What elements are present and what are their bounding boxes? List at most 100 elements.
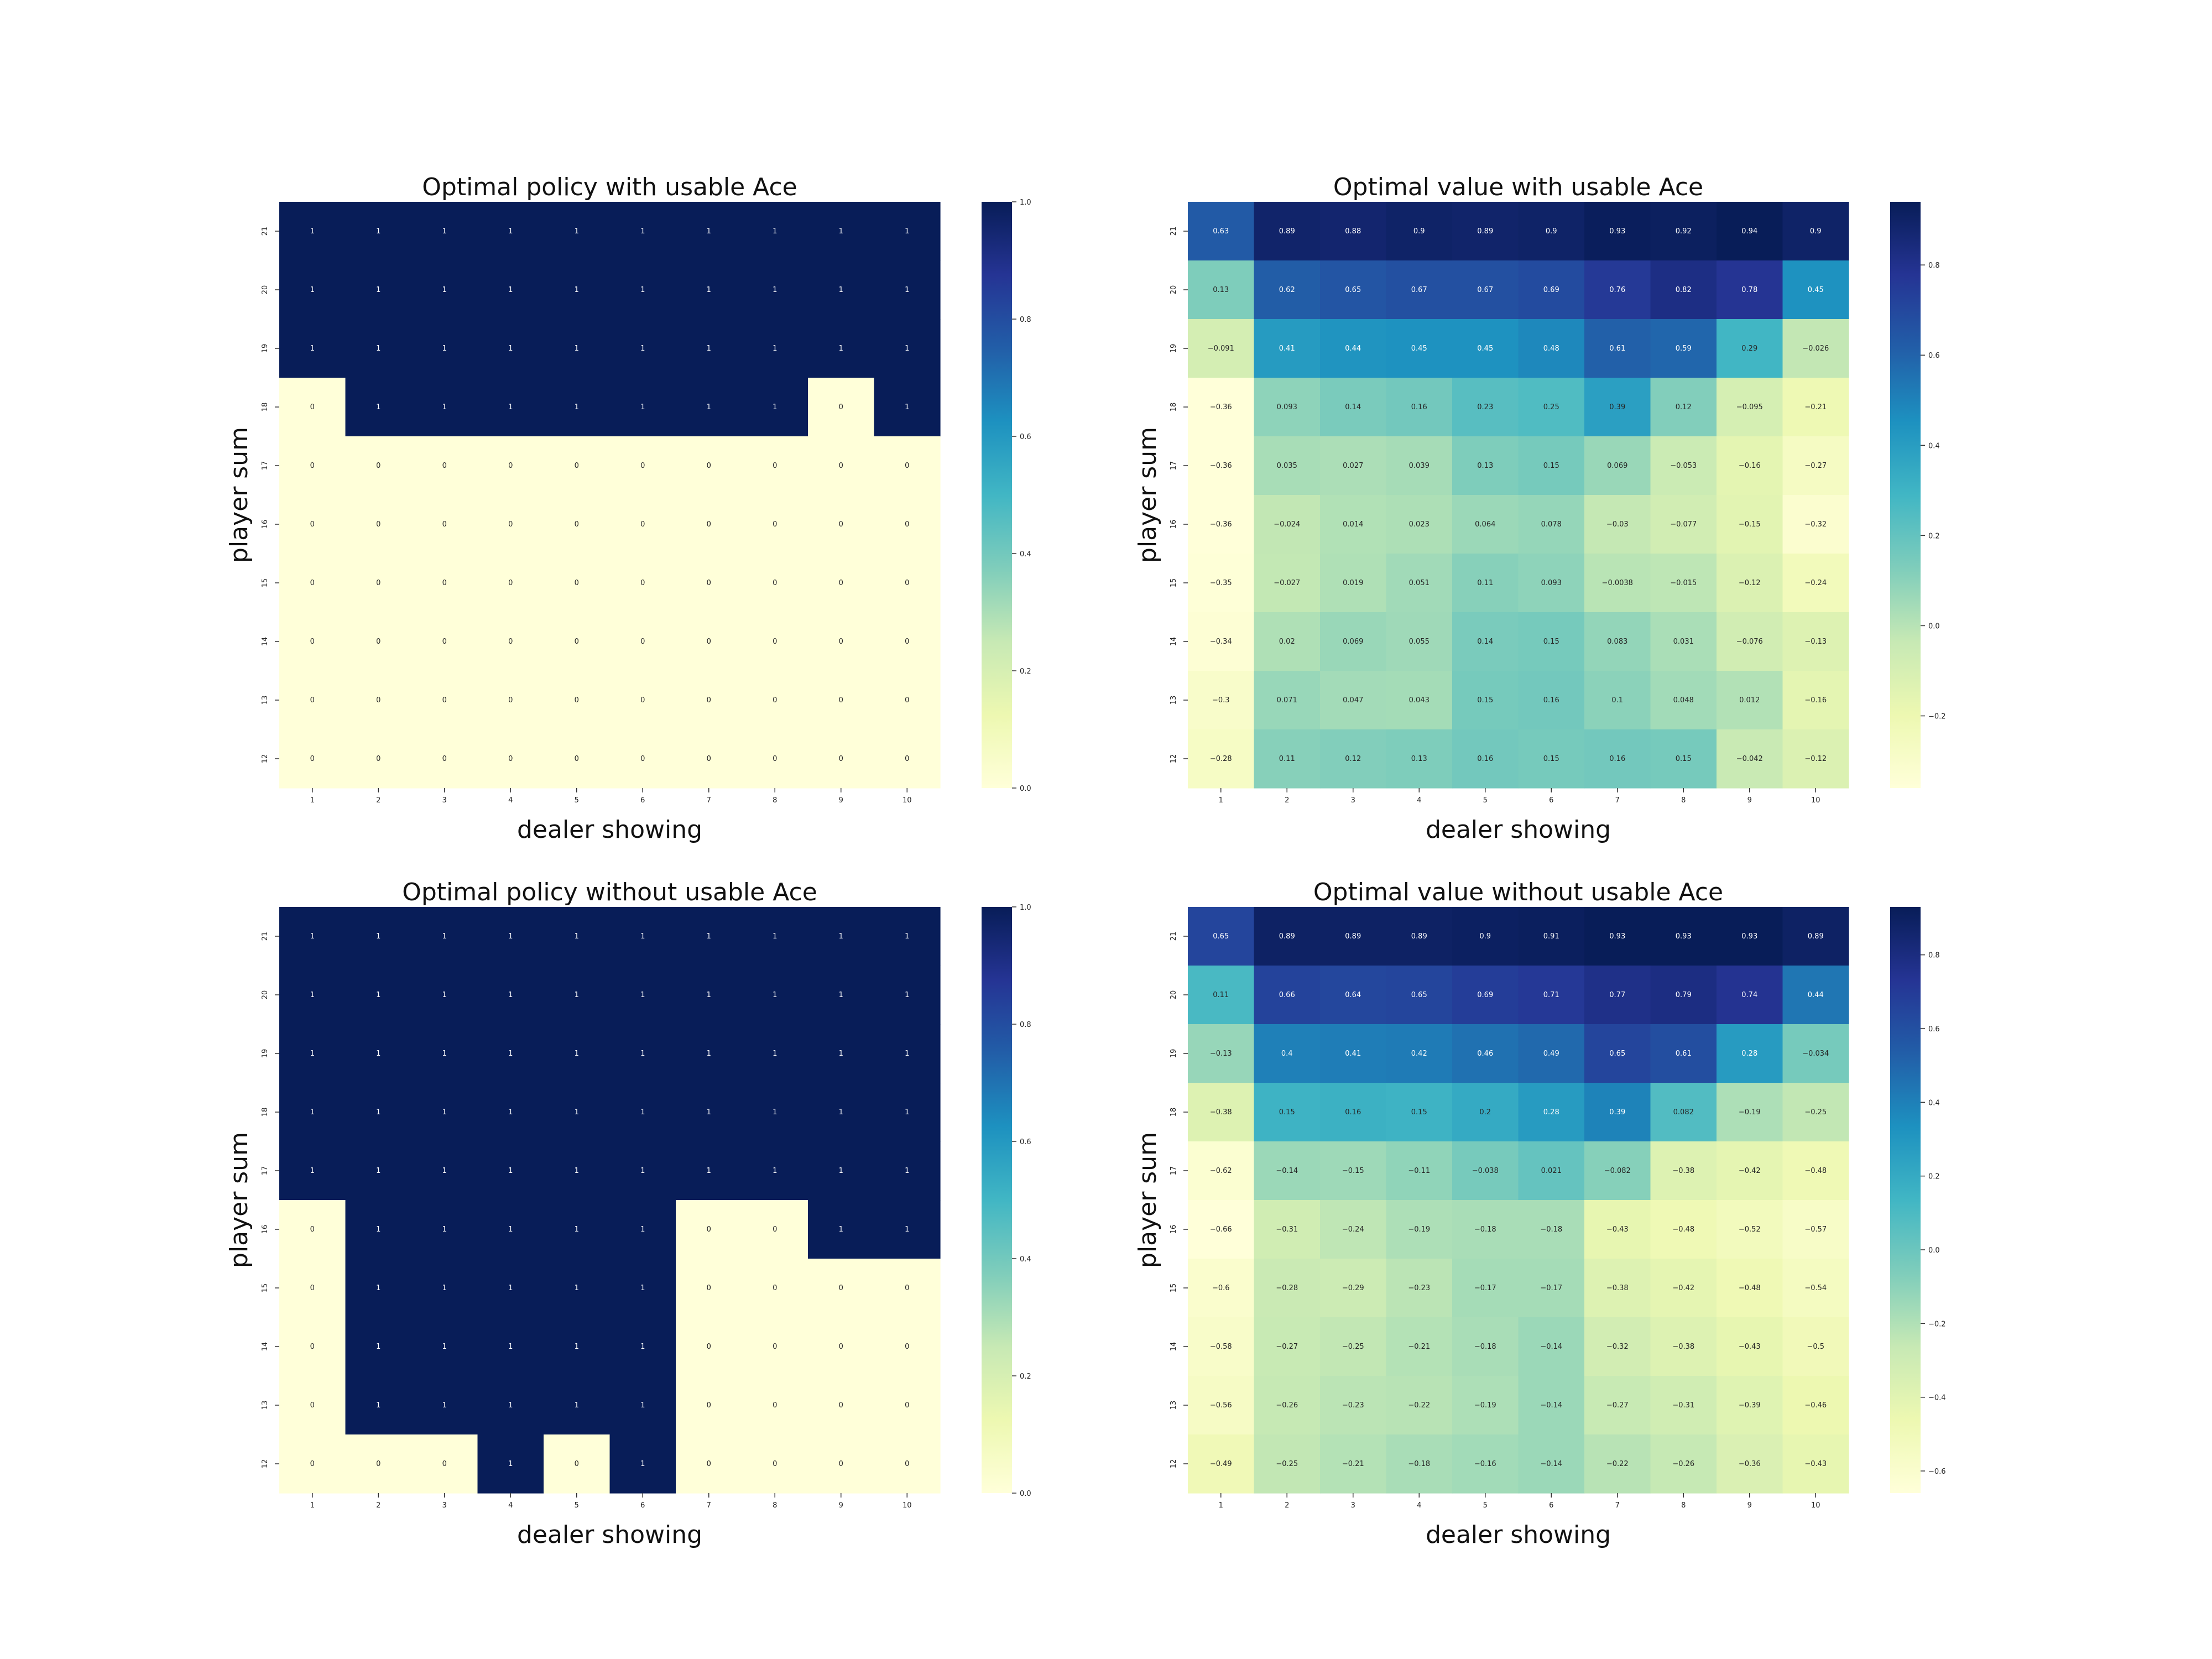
cell-value-label: −0.076 bbox=[1736, 638, 1763, 646]
cell-value-label: 0.46 bbox=[1477, 1050, 1493, 1058]
heatmap-cell bbox=[1452, 1259, 1519, 1318]
cell-value-label: −0.19 bbox=[1739, 1108, 1761, 1117]
y-tick-label: 15 bbox=[1170, 1284, 1178, 1293]
heatmap-cell bbox=[1717, 1317, 1783, 1376]
cell-value-label: 0 bbox=[640, 462, 645, 470]
cell-value-label: 0.15 bbox=[1543, 638, 1559, 646]
heatmap-cell bbox=[1254, 671, 1321, 730]
heatmap-cell bbox=[1452, 378, 1519, 437]
heatmap-cell bbox=[544, 966, 611, 1025]
heatmap-cell bbox=[411, 1434, 478, 1494]
cell-value-label: 0.62 bbox=[1279, 286, 1295, 294]
cell-value-label: 0 bbox=[442, 755, 447, 763]
heatmap-cell bbox=[609, 554, 676, 613]
cell-value-label: −0.13 bbox=[1804, 638, 1827, 646]
y-tick-label: 20 bbox=[1170, 990, 1178, 1000]
y-tick-label: 12 bbox=[261, 1459, 269, 1469]
heatmap-cell bbox=[1518, 612, 1585, 671]
cell-value-label: 1 bbox=[905, 932, 909, 941]
cell-value-label: 1 bbox=[773, 991, 777, 999]
heatmap-cell bbox=[1518, 554, 1585, 613]
heatmap-cell bbox=[1650, 1317, 1717, 1376]
x-tick-label: 9 bbox=[1747, 796, 1752, 805]
cell-value-label: 1 bbox=[707, 403, 711, 411]
heatmap-cell bbox=[279, 966, 346, 1025]
cell-value-label: 0.39 bbox=[1609, 403, 1625, 411]
cell-value-label: 1 bbox=[442, 345, 447, 353]
heatmap-cell bbox=[1584, 495, 1651, 554]
cell-value-label: −0.25 bbox=[1804, 1108, 1827, 1117]
cell-value-label: −0.43 bbox=[1606, 1225, 1629, 1234]
cell-value-label: 0.069 bbox=[1343, 638, 1363, 646]
heatmap-cell bbox=[742, 554, 808, 613]
heatmap-cell bbox=[1254, 260, 1321, 320]
cell-value-label: −0.17 bbox=[1474, 1284, 1496, 1292]
heatmap-cell bbox=[1782, 671, 1849, 730]
cell-value-label: −0.23 bbox=[1342, 1401, 1364, 1410]
heatmap-cell bbox=[609, 1083, 676, 1142]
heatmap-cell bbox=[1782, 260, 1849, 320]
x-tick-label: 4 bbox=[508, 1501, 513, 1510]
heatmap-cell bbox=[279, 1083, 346, 1142]
heatmap-cell bbox=[1452, 966, 1519, 1025]
cell-value-label: 0.15 bbox=[1411, 1108, 1427, 1117]
cell-value-label: −0.32 bbox=[1804, 520, 1827, 529]
heatmap-cell bbox=[609, 966, 676, 1025]
heatmap-cell bbox=[1386, 260, 1453, 320]
y-tick-label: 18 bbox=[1170, 403, 1178, 412]
cell-value-label: 0 bbox=[508, 638, 513, 646]
cell-value-label: 0.048 bbox=[1673, 696, 1694, 705]
cell-value-label: −0.27 bbox=[1804, 462, 1827, 470]
cell-value-label: −0.22 bbox=[1606, 1460, 1629, 1468]
cell-value-label: 0 bbox=[376, 579, 380, 587]
colorbar-tick-label: −0.2 bbox=[1928, 713, 1946, 721]
cell-value-label: 0.89 bbox=[1808, 932, 1824, 941]
heatmap-cell bbox=[1254, 1083, 1321, 1142]
cell-value-label: 1 bbox=[905, 403, 909, 411]
cell-value-label: 1 bbox=[640, 932, 645, 941]
heatmap-cell bbox=[874, 729, 941, 789]
cell-value-label: 1 bbox=[575, 1167, 579, 1175]
cell-value-label: 1 bbox=[442, 1343, 447, 1351]
heatmap-cell bbox=[1320, 671, 1387, 730]
cell-value-label: 1 bbox=[905, 286, 909, 294]
heatmap-cell bbox=[1650, 966, 1717, 1025]
heatmap-cell bbox=[1254, 729, 1321, 789]
heatmap-cell bbox=[477, 554, 544, 613]
heatmap-cell bbox=[1717, 1376, 1783, 1435]
heatmap-cell bbox=[411, 1141, 478, 1201]
cell-value-label: −0.22 bbox=[1408, 1401, 1430, 1410]
x-tick-label: 4 bbox=[1417, 1501, 1421, 1510]
cell-value-label: 1 bbox=[905, 227, 909, 236]
heatmap-cell bbox=[676, 1141, 743, 1201]
y-tick-label: 13 bbox=[1170, 696, 1178, 705]
y-tick-label: 20 bbox=[261, 285, 269, 295]
heatmap-cell bbox=[544, 1200, 611, 1259]
heatmap-cell bbox=[279, 671, 346, 730]
cell-value-label: 0.25 bbox=[1543, 403, 1559, 411]
heatmap-cell bbox=[609, 378, 676, 437]
cell-value-label: 0 bbox=[508, 520, 513, 529]
cell-value-label: 0 bbox=[773, 1343, 777, 1351]
heatmap-cell bbox=[1254, 966, 1321, 1025]
cell-value-label: 0 bbox=[508, 579, 513, 587]
cell-value-label: 1 bbox=[376, 1284, 380, 1292]
cell-value-label: −0.14 bbox=[1540, 1460, 1562, 1468]
heatmap-cell bbox=[1518, 1141, 1585, 1201]
cell-value-label: 1 bbox=[376, 227, 380, 236]
cell-value-label: −0.034 bbox=[1802, 1050, 1829, 1058]
heatmap-cell bbox=[1518, 378, 1585, 437]
heatmap-cell bbox=[1717, 907, 1783, 966]
heatmap-cell bbox=[609, 260, 676, 320]
heatmap-cell bbox=[1254, 1200, 1321, 1259]
heatmap-cell bbox=[874, 554, 941, 613]
cell-value-label: 0 bbox=[839, 638, 843, 646]
x-tick-label: 8 bbox=[1681, 796, 1686, 805]
y-tick-label: 18 bbox=[261, 403, 269, 412]
heatmap-cell bbox=[1518, 495, 1585, 554]
heatmap-cell bbox=[874, 966, 941, 1025]
cell-value-label: −0.35 bbox=[1210, 579, 1232, 587]
cell-value-label: 0 bbox=[310, 638, 315, 646]
heatmap-cell bbox=[874, 1200, 941, 1259]
cell-value-label: 1 bbox=[773, 286, 777, 294]
